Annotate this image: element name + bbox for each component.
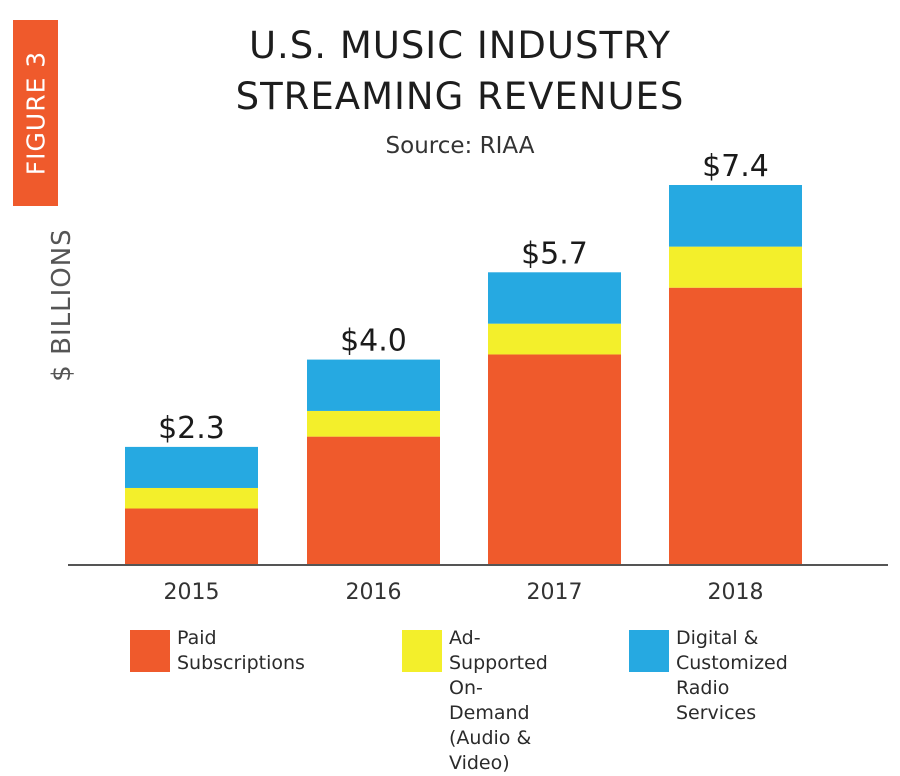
- bar-segment-2015-radio: [125, 446, 258, 488]
- bar-segment-2017-paid: [488, 354, 621, 565]
- legend-swatch-radio: [629, 630, 669, 672]
- bar-segment-2015-paid: [125, 508, 258, 565]
- total-label-2015: $2.3: [158, 411, 225, 446]
- legend-label-ad-supported: Ad-Supported On-Demand (Audio & Video): [449, 627, 548, 774]
- bar-segment-2016-ad-supported: [307, 410, 440, 437]
- bar-segment-2016-radio: [307, 359, 440, 411]
- bar-segment-2018-ad-supported: [669, 246, 802, 288]
- chart-subtitle: Source: RIAA: [385, 133, 535, 159]
- total-label-2017: $5.7: [521, 236, 588, 271]
- total-label-2016: $4.0: [340, 324, 407, 359]
- x-tick-label-2017: 2017: [527, 580, 583, 605]
- bar-segment-2017-ad-supported: [488, 323, 621, 355]
- x-tick-label-2016: 2016: [346, 580, 402, 605]
- bar-segment-2018-radio: [669, 185, 802, 247]
- legend-swatch-ad-supported: [402, 630, 442, 672]
- chart-title-line-1: U.S. MUSIC INDUSTRY: [248, 24, 672, 67]
- legend-label-radio: Digital & Customized Radio Services: [676, 627, 788, 724]
- stacked-bar-chart: $2.3 2015 $4.0 2016 $5.7 2017 $7.4 2018: [68, 149, 888, 605]
- bar-segment-2018-paid: [669, 287, 802, 565]
- bar-segment-2015-ad-supported: [125, 487, 258, 509]
- legend-swatch-paid: [130, 630, 170, 672]
- chart-title-line-2: STREAMING REVENUES: [235, 75, 685, 118]
- x-tick-label-2015: 2015: [164, 580, 220, 605]
- total-label-2018: $7.4: [702, 149, 769, 184]
- legend-label-paid: Paid Subscriptions: [177, 627, 305, 674]
- bar-segment-2016-paid: [307, 436, 440, 565]
- x-tick-label-2018: 2018: [708, 580, 764, 605]
- bar-segment-2017-radio: [488, 272, 621, 324]
- figure-tag: FIGURE 3: [13, 20, 58, 206]
